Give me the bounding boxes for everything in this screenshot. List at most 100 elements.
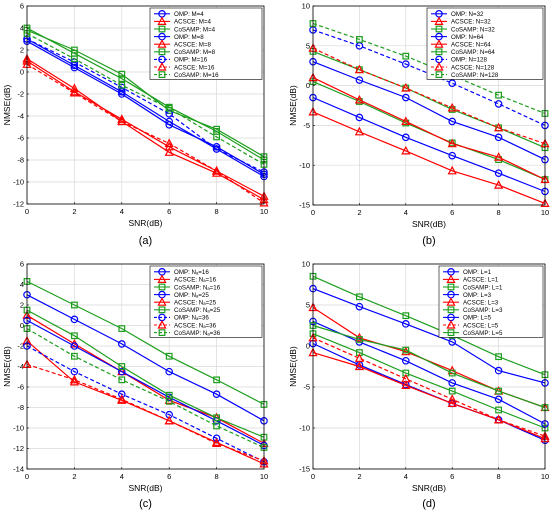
x-tick-label: 2	[357, 208, 361, 217]
data-point	[447, 398, 457, 407]
x-tick-label: 2	[72, 472, 76, 481]
legend-entry-label: CoSAMP: L=3	[463, 307, 503, 314]
data-point	[448, 151, 457, 160]
legend-swatch-marker	[447, 329, 455, 336]
legend-entry-label: CoSAMP: M=16	[174, 72, 219, 79]
y-tick-label: 0	[306, 342, 310, 351]
x-tick-label: 4	[404, 208, 408, 217]
data-point	[401, 60, 410, 68]
x-tick-label: 4	[120, 472, 124, 481]
panel-caption: (a)	[139, 235, 152, 247]
y-axis-label: NMSE(dB)	[288, 85, 298, 126]
y-tick-label: 0	[20, 68, 24, 77]
series-line	[312, 22, 546, 115]
chart-panel-1: 0 2 4 6 8 10 -12 -10 -8 -6 -4 -2 0 2 4 6 SNR(dB) NMSE(dB)…	[2, 2, 269, 247]
y-tick-label: -10	[299, 161, 310, 170]
data-point	[259, 197, 269, 207]
data-point	[448, 369, 456, 377]
y-tick-label: 4	[20, 24, 24, 33]
legend-entry-label: OMP: Nₐ=16	[174, 269, 209, 276]
data-point	[213, 376, 221, 384]
data-point	[356, 36, 363, 43]
y-tick-label: -2	[17, 90, 24, 99]
legend-swatch-marker	[434, 61, 444, 71]
x-tick-label: 6	[450, 208, 454, 217]
y-tick-label: 10	[302, 260, 310, 269]
x-tick-label: 6	[167, 207, 171, 216]
x-axis-label: SNR(dB)	[412, 219, 446, 229]
y-axis-label: NMSE(dB)	[2, 85, 12, 126]
x-tick-label: 10	[260, 472, 268, 481]
y-tick-label: -12	[13, 200, 24, 209]
legend-swatch-marker	[158, 283, 166, 291]
legend-entry-label: ACSCE: M=8	[174, 42, 212, 49]
data-point	[117, 394, 127, 403]
legend-swatch-marker	[157, 16, 167, 25]
series-line	[26, 38, 265, 178]
legend-entry-label: ACSCE: Nₐ=36	[174, 322, 217, 329]
data-point	[118, 340, 126, 348]
series-line	[312, 288, 546, 384]
data-point	[118, 75, 126, 83]
legend-swatch-marker	[435, 48, 443, 56]
data-point	[212, 165, 222, 175]
data-point	[69, 376, 79, 386]
series-line	[312, 111, 546, 204]
y-tick-label: -5	[303, 383, 310, 392]
data-point	[448, 379, 457, 387]
y-tick-label: -6	[17, 383, 24, 392]
series-line	[26, 345, 265, 463]
series-2	[308, 106, 550, 207]
y-tick-label: -8	[17, 403, 24, 412]
data-point	[495, 406, 502, 414]
x-axis-label: SNR(dB)	[128, 218, 162, 228]
y-tick-label: -10	[299, 424, 310, 433]
series-line	[26, 58, 265, 201]
data-point	[401, 93, 410, 102]
x-tick-label: 8	[215, 207, 219, 216]
x-tick-label: 0	[311, 208, 315, 217]
data-point	[164, 138, 174, 148]
data-point	[118, 367, 126, 376]
legend-swatch-marker	[157, 274, 167, 283]
y-tick-label: -15	[299, 465, 310, 474]
legend-entry-label: CoSAMP: Nₐ=25	[174, 307, 221, 314]
legend-entry-label: OMP: L=5	[463, 315, 492, 322]
data-point	[401, 116, 411, 126]
y-tick-label: 4	[20, 280, 24, 289]
panel-caption: (c)	[139, 498, 152, 510]
y-tick-label: 5	[306, 41, 310, 50]
series-line	[26, 314, 265, 444]
data-point	[356, 293, 363, 301]
y-tick-label: 10	[302, 2, 310, 11]
data-point	[540, 198, 550, 207]
panel-caption: (d)	[422, 498, 435, 510]
legend-entry-label: ACSCE: L=1	[463, 277, 499, 284]
data-point	[448, 387, 456, 395]
data-point	[117, 116, 127, 126]
plot-frame	[312, 5, 546, 206]
x-tick-label: 6	[167, 472, 171, 481]
data-point	[494, 122, 504, 132]
legend-entry-label: ACSCE: M=4	[174, 19, 212, 26]
y-tick-label: -6	[17, 134, 24, 143]
x-tick-label: 8	[215, 472, 219, 481]
y-tick-label: -4	[17, 362, 24, 371]
legend-entry-label: OMP: N=64	[451, 34, 484, 41]
y-axis-label: NMSE(dB)	[288, 346, 298, 387]
series-4	[23, 37, 268, 179]
series-line	[26, 38, 265, 173]
y-tick-label: 5	[306, 301, 310, 310]
data-point	[117, 114, 127, 123]
legend-entry-label: ACSCE: Nₐ=16	[174, 277, 217, 284]
data-point	[165, 352, 173, 360]
series-line	[26, 319, 265, 446]
series-line	[312, 320, 546, 425]
data-point	[118, 325, 126, 332]
data-point	[213, 125, 221, 133]
legend-swatch-marker	[447, 306, 455, 314]
legend-entry-label: ACSCE: Nₐ=25	[174, 300, 217, 307]
data-point	[70, 352, 78, 360]
